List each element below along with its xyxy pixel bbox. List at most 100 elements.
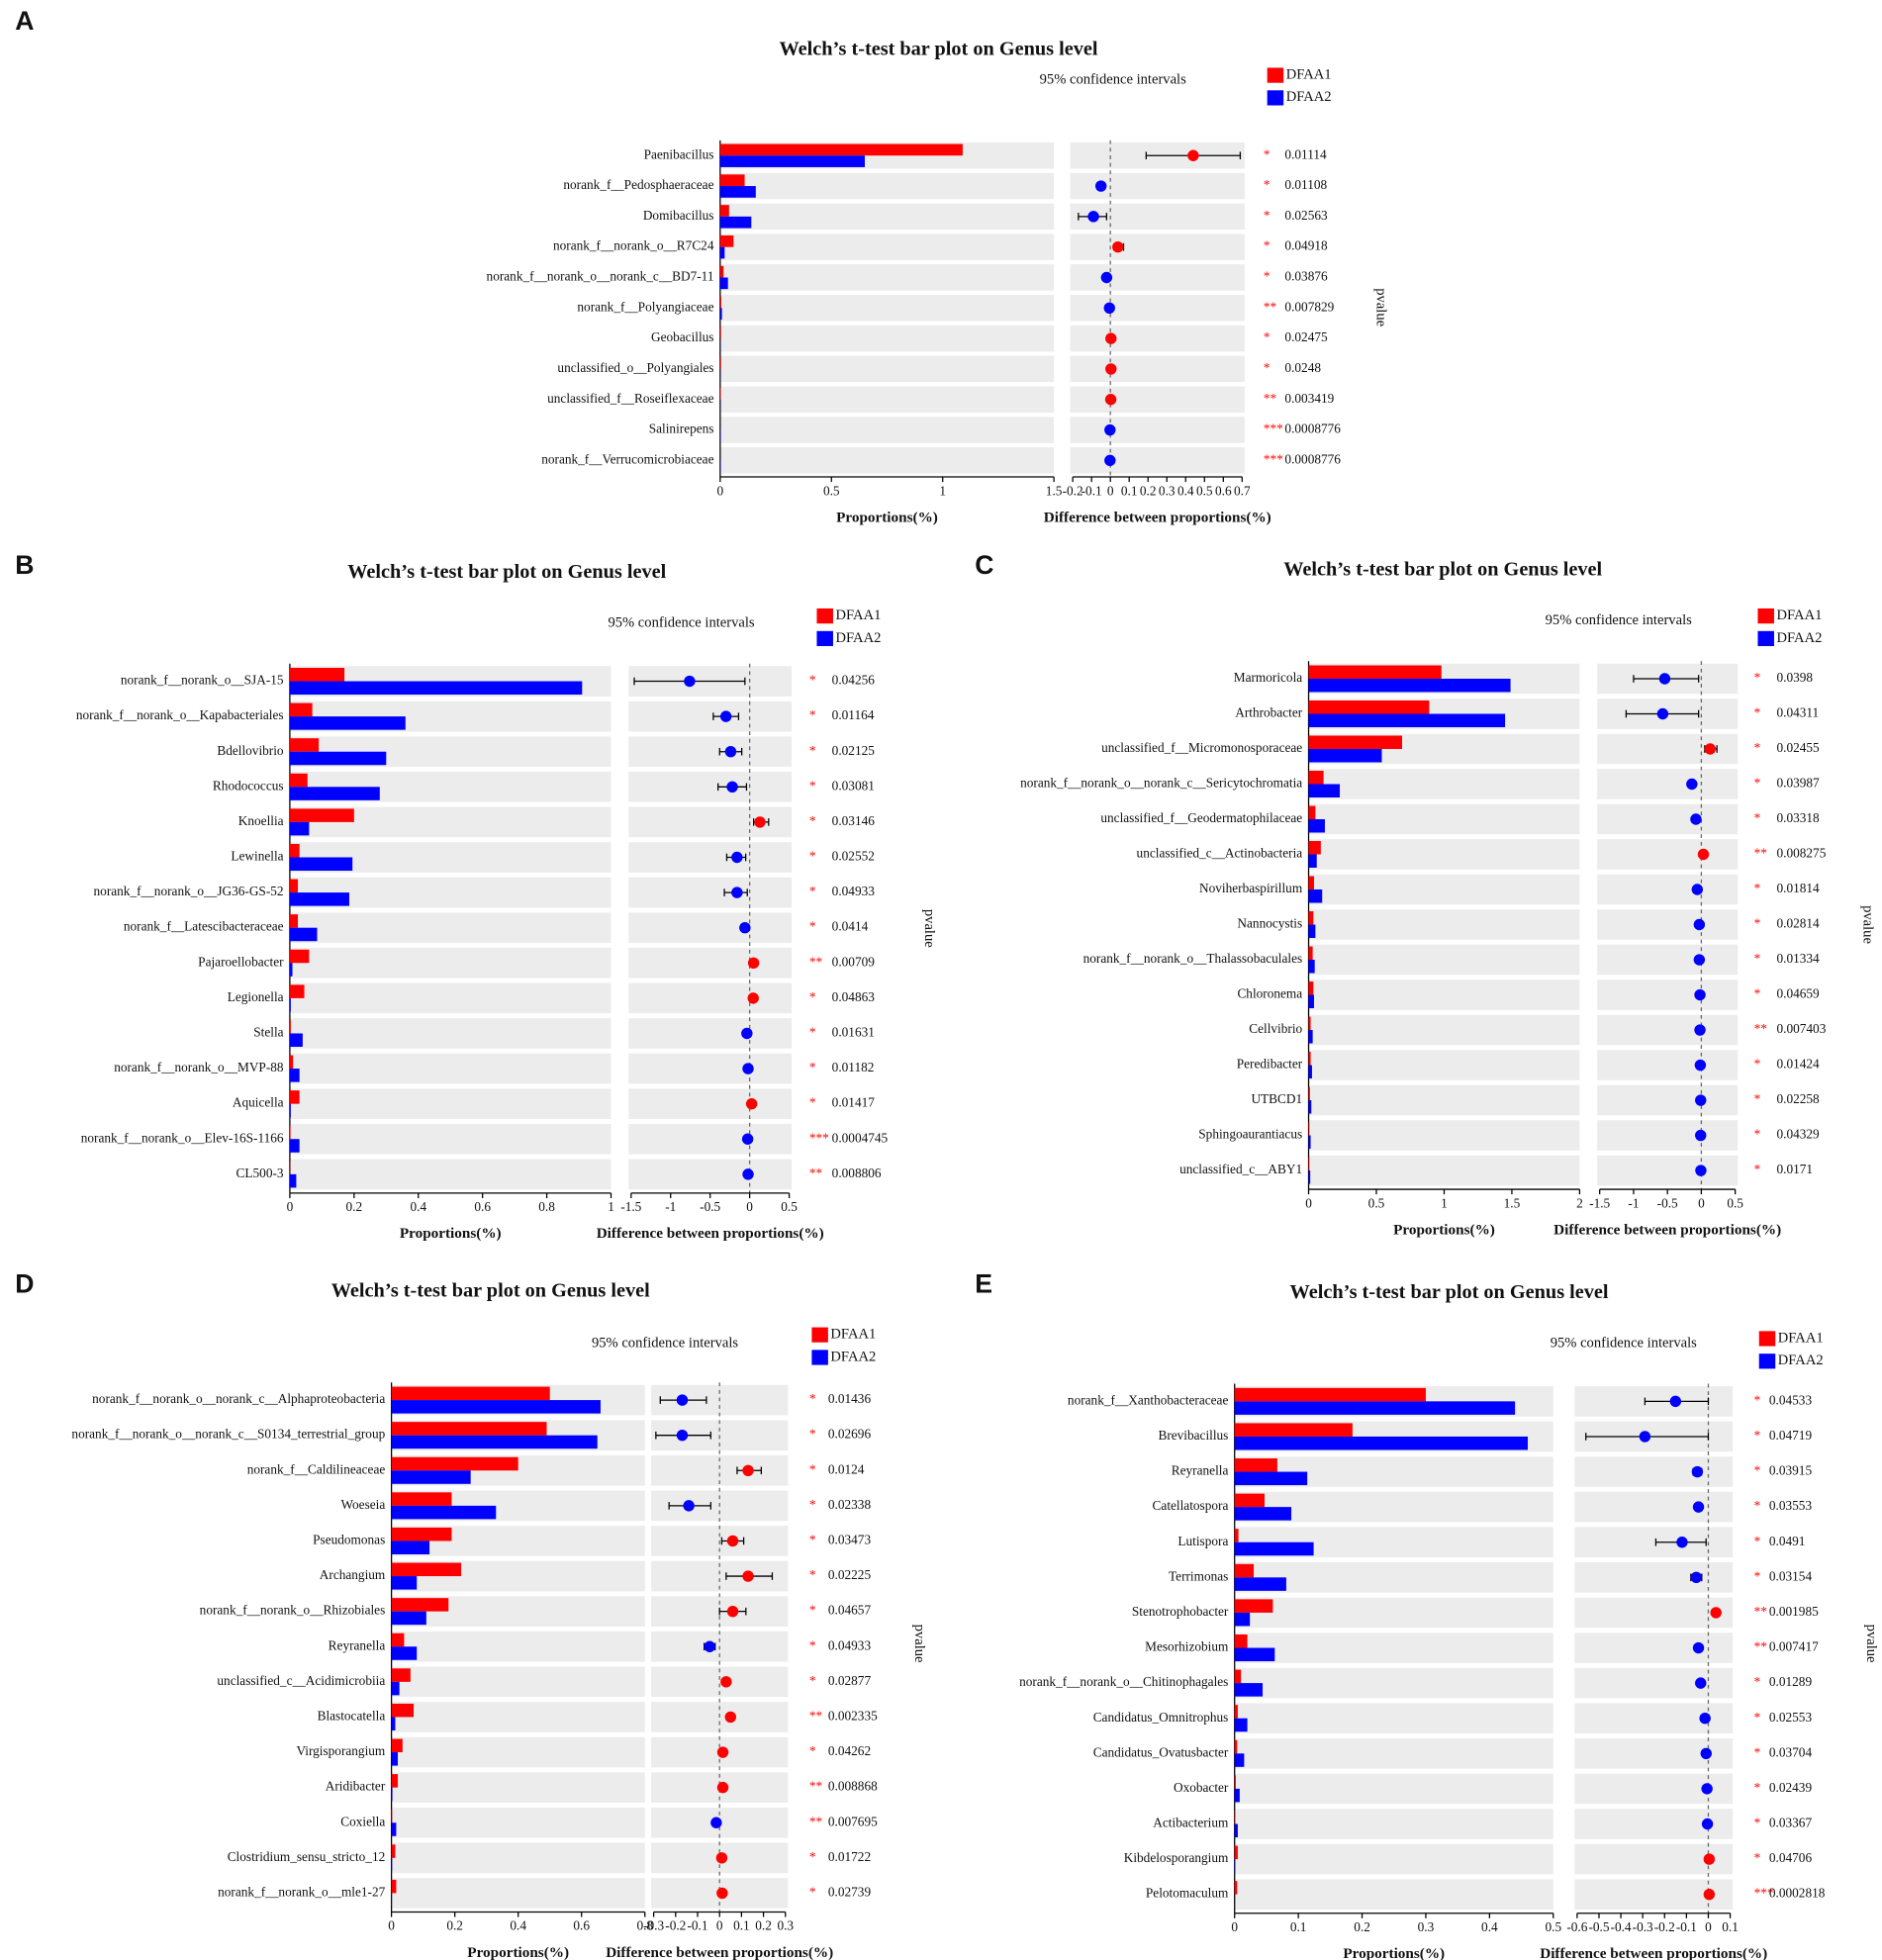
significance: * [1754,1744,1761,1759]
row-band [719,233,1055,260]
diff-point [1692,1641,1705,1654]
row-band [1574,1562,1734,1593]
bar [1234,1810,1236,1824]
bar [391,1717,396,1730]
pvalue: 0.03081 [832,778,875,793]
diff-point [1105,332,1117,344]
significance: ** [1754,1639,1768,1654]
significance: * [809,989,816,1004]
diff-x-tick-label: -1.5 [620,1199,641,1214]
row-band [719,417,1055,443]
diff-point [1694,1059,1707,1072]
bar [391,1611,426,1626]
bar [1234,1647,1275,1662]
row-band [1597,1014,1739,1046]
bar [391,1844,396,1858]
x-tick-label: 1 [1441,1195,1448,1210]
bar [1234,1775,1237,1789]
bar [1234,1753,1245,1767]
diff-point [747,992,759,1004]
pvalue: 0.007695 [828,1814,878,1828]
legend-label: DFAA1 [1778,1330,1824,1346]
bar [289,1069,300,1082]
x-tick-label: 0.4 [410,1199,426,1214]
diff-x-tick-label: 0 [716,1918,723,1933]
diff-point [704,1640,715,1652]
bar [1234,1541,1314,1556]
category-label: unclassified_c__Acidimicrobiia [217,1673,385,1688]
row-band [1597,980,1739,1010]
bar [289,984,305,998]
significance: ** [1754,1021,1768,1036]
bar [1234,1387,1426,1402]
category-label: norank_f__norank_o__Elev-16S-1166 [81,1130,284,1145]
diff-x-tick-label: -1.5 [1589,1195,1610,1210]
diff-point [724,1711,736,1724]
diff-x-tick-label: 0.7 [1234,483,1251,498]
diff-point [742,1570,754,1582]
row-band [1308,874,1580,905]
category-label: Aquicella [233,1095,284,1110]
category-label: norank_f__norank_o__SJA-15 [121,673,284,688]
diff-point [1676,1537,1688,1548]
significance: * [1754,776,1761,791]
category-label: norank_f__norank_o__norank_c__BD7-11 [487,269,714,284]
x-axis-title: Proportions(%) [467,1944,569,1960]
bar [719,143,963,156]
row-band [628,982,793,1014]
category-label: Clostridium_sensu_stricto_12 [228,1849,386,1864]
row-band [1597,803,1739,835]
bar [1308,805,1316,820]
bar [391,1668,411,1682]
significance: * [809,1461,816,1476]
row-band [391,1631,645,1662]
diff-point [1699,1713,1711,1725]
significance: * [809,1533,816,1547]
diff-x-tick-label: -0.3 [643,1918,664,1933]
row-band [1234,1597,1553,1629]
pvalue: 0.02814 [1776,916,1820,931]
row-band [1234,1879,1553,1910]
bar [719,155,865,167]
bar [1308,1065,1312,1079]
x-tick-label: 0.6 [474,1199,491,1214]
category-label: Geobacillus [651,329,714,344]
ci-label: 95% confidence intervals [1546,612,1692,628]
pvalue: 0.01108 [1284,177,1327,192]
bar [391,1422,547,1436]
row-band [628,772,793,802]
diff-x-tick-label: 0.4 [1177,483,1194,498]
category-label: Nannocystis [1237,916,1302,931]
pvalue: 0.02455 [1776,740,1820,755]
bar [719,277,728,290]
pvalue: 0.02739 [828,1884,872,1899]
bar [289,702,313,717]
x-tick-label: 0.1 [1290,1919,1307,1934]
pvalue: 0.03876 [1284,269,1328,284]
pvalue: 0.01424 [1776,1057,1820,1072]
diff-point [683,1500,695,1512]
significance: * [809,1497,816,1512]
category-label: unclassified_c__ABY1 [1179,1162,1302,1176]
category-label: unclassified_c__Actinobacteria [1137,846,1303,861]
significance: * [1264,238,1270,253]
diff-point [1094,180,1107,192]
ci-label: 95% confidence intervals [608,615,754,631]
category-label: Mesorhizobium [1145,1639,1229,1654]
diff-x-tick-label: 0.1 [733,1918,750,1933]
significance: ** [809,1779,823,1794]
diff-point [1656,707,1669,720]
row-band [1234,1633,1553,1663]
bar [1234,1633,1248,1648]
bar [1234,1401,1516,1415]
legend-label: DFAA1 [1286,66,1332,82]
row-band [628,736,793,768]
significance: * [1754,916,1761,931]
category-label: unclassified_f__Roseiflexaceae [547,391,713,406]
bar [391,1738,403,1753]
row-band [1308,944,1580,976]
category-label: norank_f__norank_o__mle1-27 [218,1884,385,1899]
category-label: norank_f__Xanthobacteraceae [1068,1392,1229,1407]
pvalue: 0.04933 [828,1637,872,1652]
legend-label: DFAA2 [1776,630,1822,646]
